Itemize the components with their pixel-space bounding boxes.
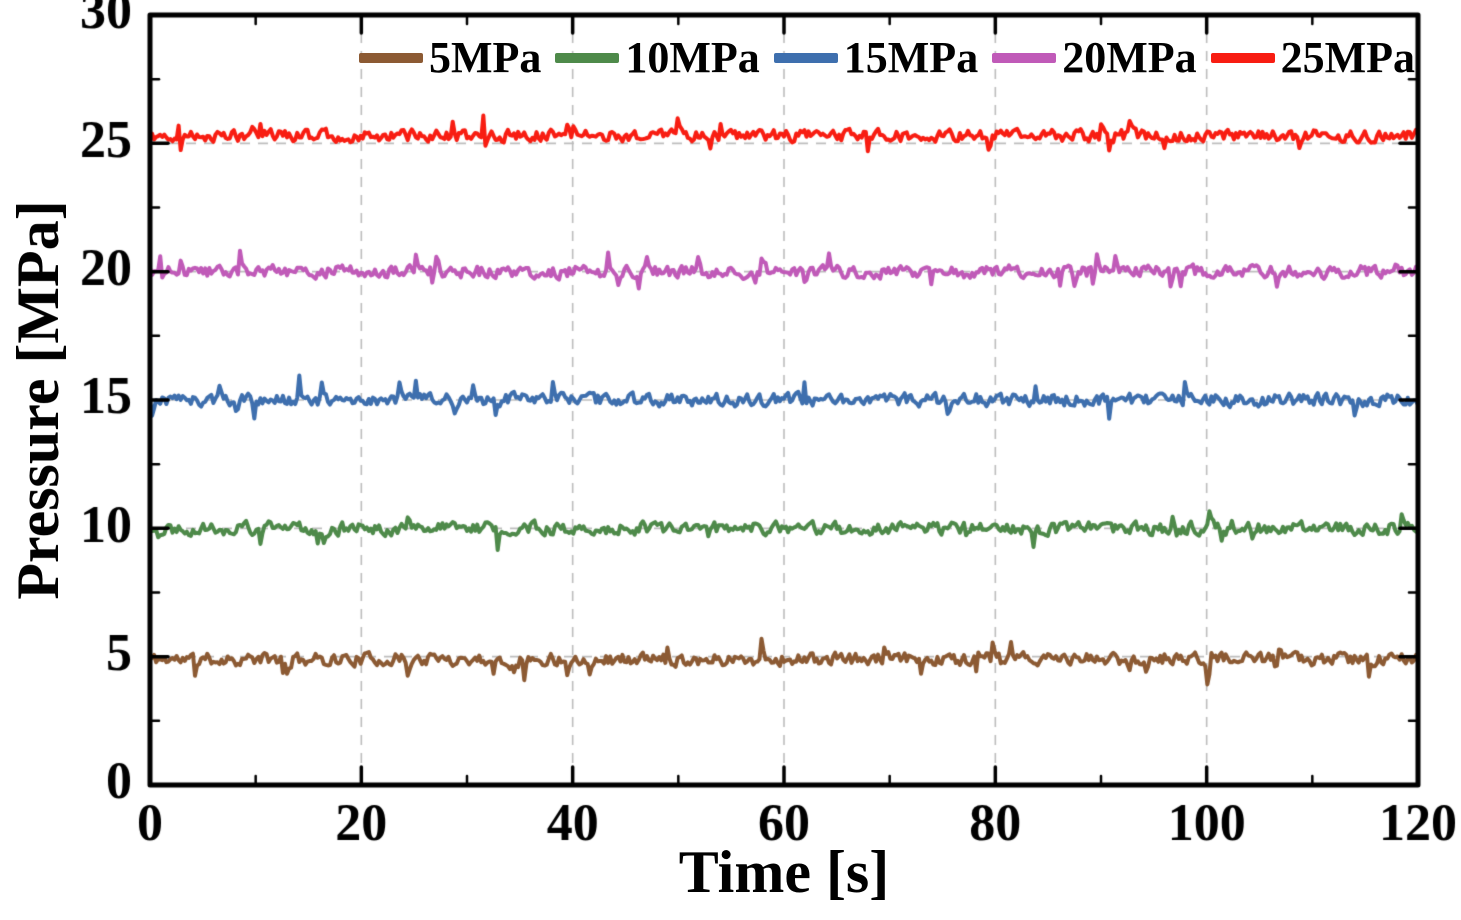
y-axis-label: Pressure [MPa] (5, 200, 71, 600)
legend-item-10mpa: 10MPa (555, 33, 760, 82)
legend-label-25mpa: 25MPa (1280, 33, 1415, 82)
legend-item-20mpa: 20MPa (992, 33, 1197, 82)
chart-legend: 5MPa 10MPa 15MPa 20MPa 25MPa (358, 33, 1415, 82)
legend-item-5mpa: 5MPa (358, 33, 542, 82)
legend-label-5mpa: 5MPa (428, 33, 542, 82)
legend-swatch-5mpa (358, 53, 423, 63)
legend-item-15mpa: 15MPa (773, 33, 979, 82)
legend-label-20mpa: 20MPa (1062, 33, 1197, 82)
x-axis-label: Time [s] (678, 839, 890, 905)
legend-item-25mpa: 25MPa (1210, 33, 1415, 82)
legend-label-15mpa: 15MPa (843, 33, 979, 82)
legend-swatch-10mpa (555, 53, 620, 63)
legend-swatch-20mpa (992, 53, 1057, 63)
legend-swatch-25mpa (1210, 53, 1275, 63)
legend-swatch-15mpa (773, 53, 838, 63)
legend-label-10mpa: 10MPa (625, 33, 760, 82)
